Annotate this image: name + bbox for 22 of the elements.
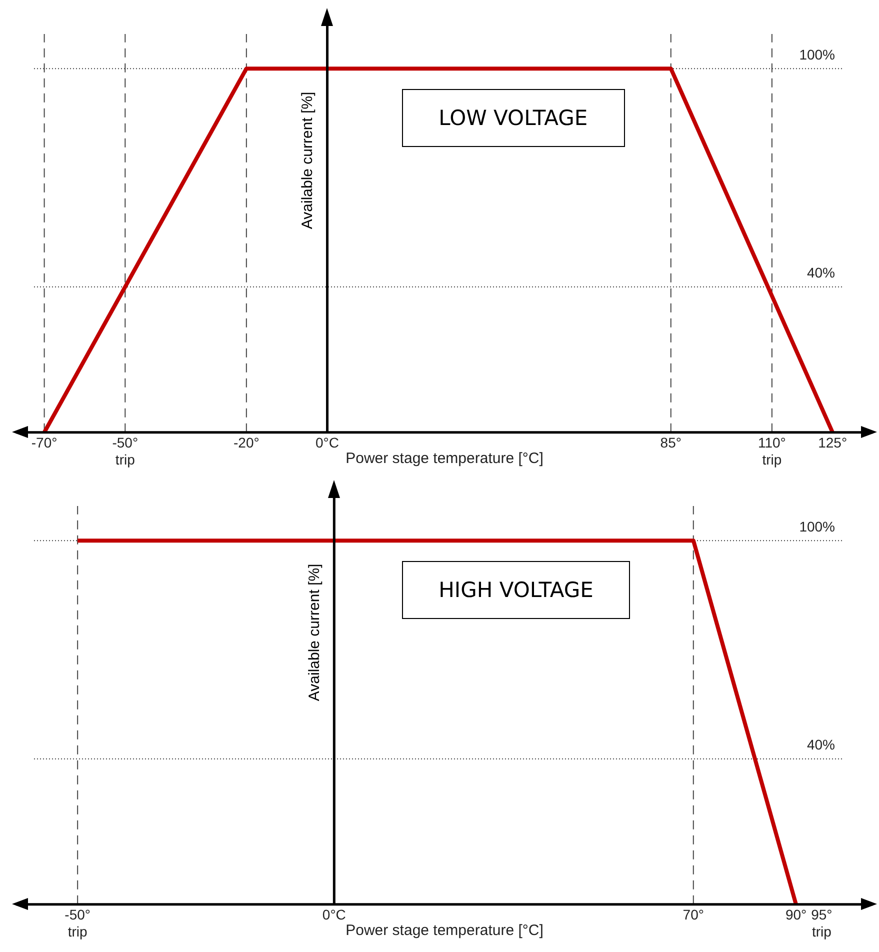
- x-tick-label: 95° trip: [811, 906, 832, 940]
- label-box: LOW VOLTAGE: [402, 89, 625, 148]
- y-axis-title: Available current [%]: [298, 92, 316, 230]
- x-tick-label: -50° trip: [64, 906, 91, 940]
- x-axis-title: Power stage temperature [°C]: [346, 922, 544, 940]
- x-tick-label: -70°: [31, 434, 58, 451]
- label-box: HIGH VOLTAGE: [402, 561, 630, 620]
- x-tick-label: 110° trip: [758, 434, 786, 468]
- x-tick-label: 70°: [682, 906, 704, 923]
- x-tick-label: -20°: [234, 434, 260, 451]
- y-axis-title: Available current [%]: [306, 564, 323, 702]
- x-axis-title: Power stage temperature [°C]: [346, 450, 544, 468]
- x-tick-label: 0°C: [322, 906, 346, 923]
- ref-line-label: 40%: [806, 736, 835, 753]
- x-tick-label: 90°: [785, 906, 807, 923]
- x-tick-label: 125°: [818, 434, 848, 451]
- ref-line-label: 100%: [799, 518, 835, 534]
- x-tick-label: 85°: [660, 434, 682, 451]
- x-tick-label: -50° trip: [112, 434, 138, 468]
- ref-line-label: 100%: [799, 46, 835, 62]
- ref-line-label: 40%: [806, 264, 835, 281]
- x-tick-label: 0°C: [316, 434, 340, 451]
